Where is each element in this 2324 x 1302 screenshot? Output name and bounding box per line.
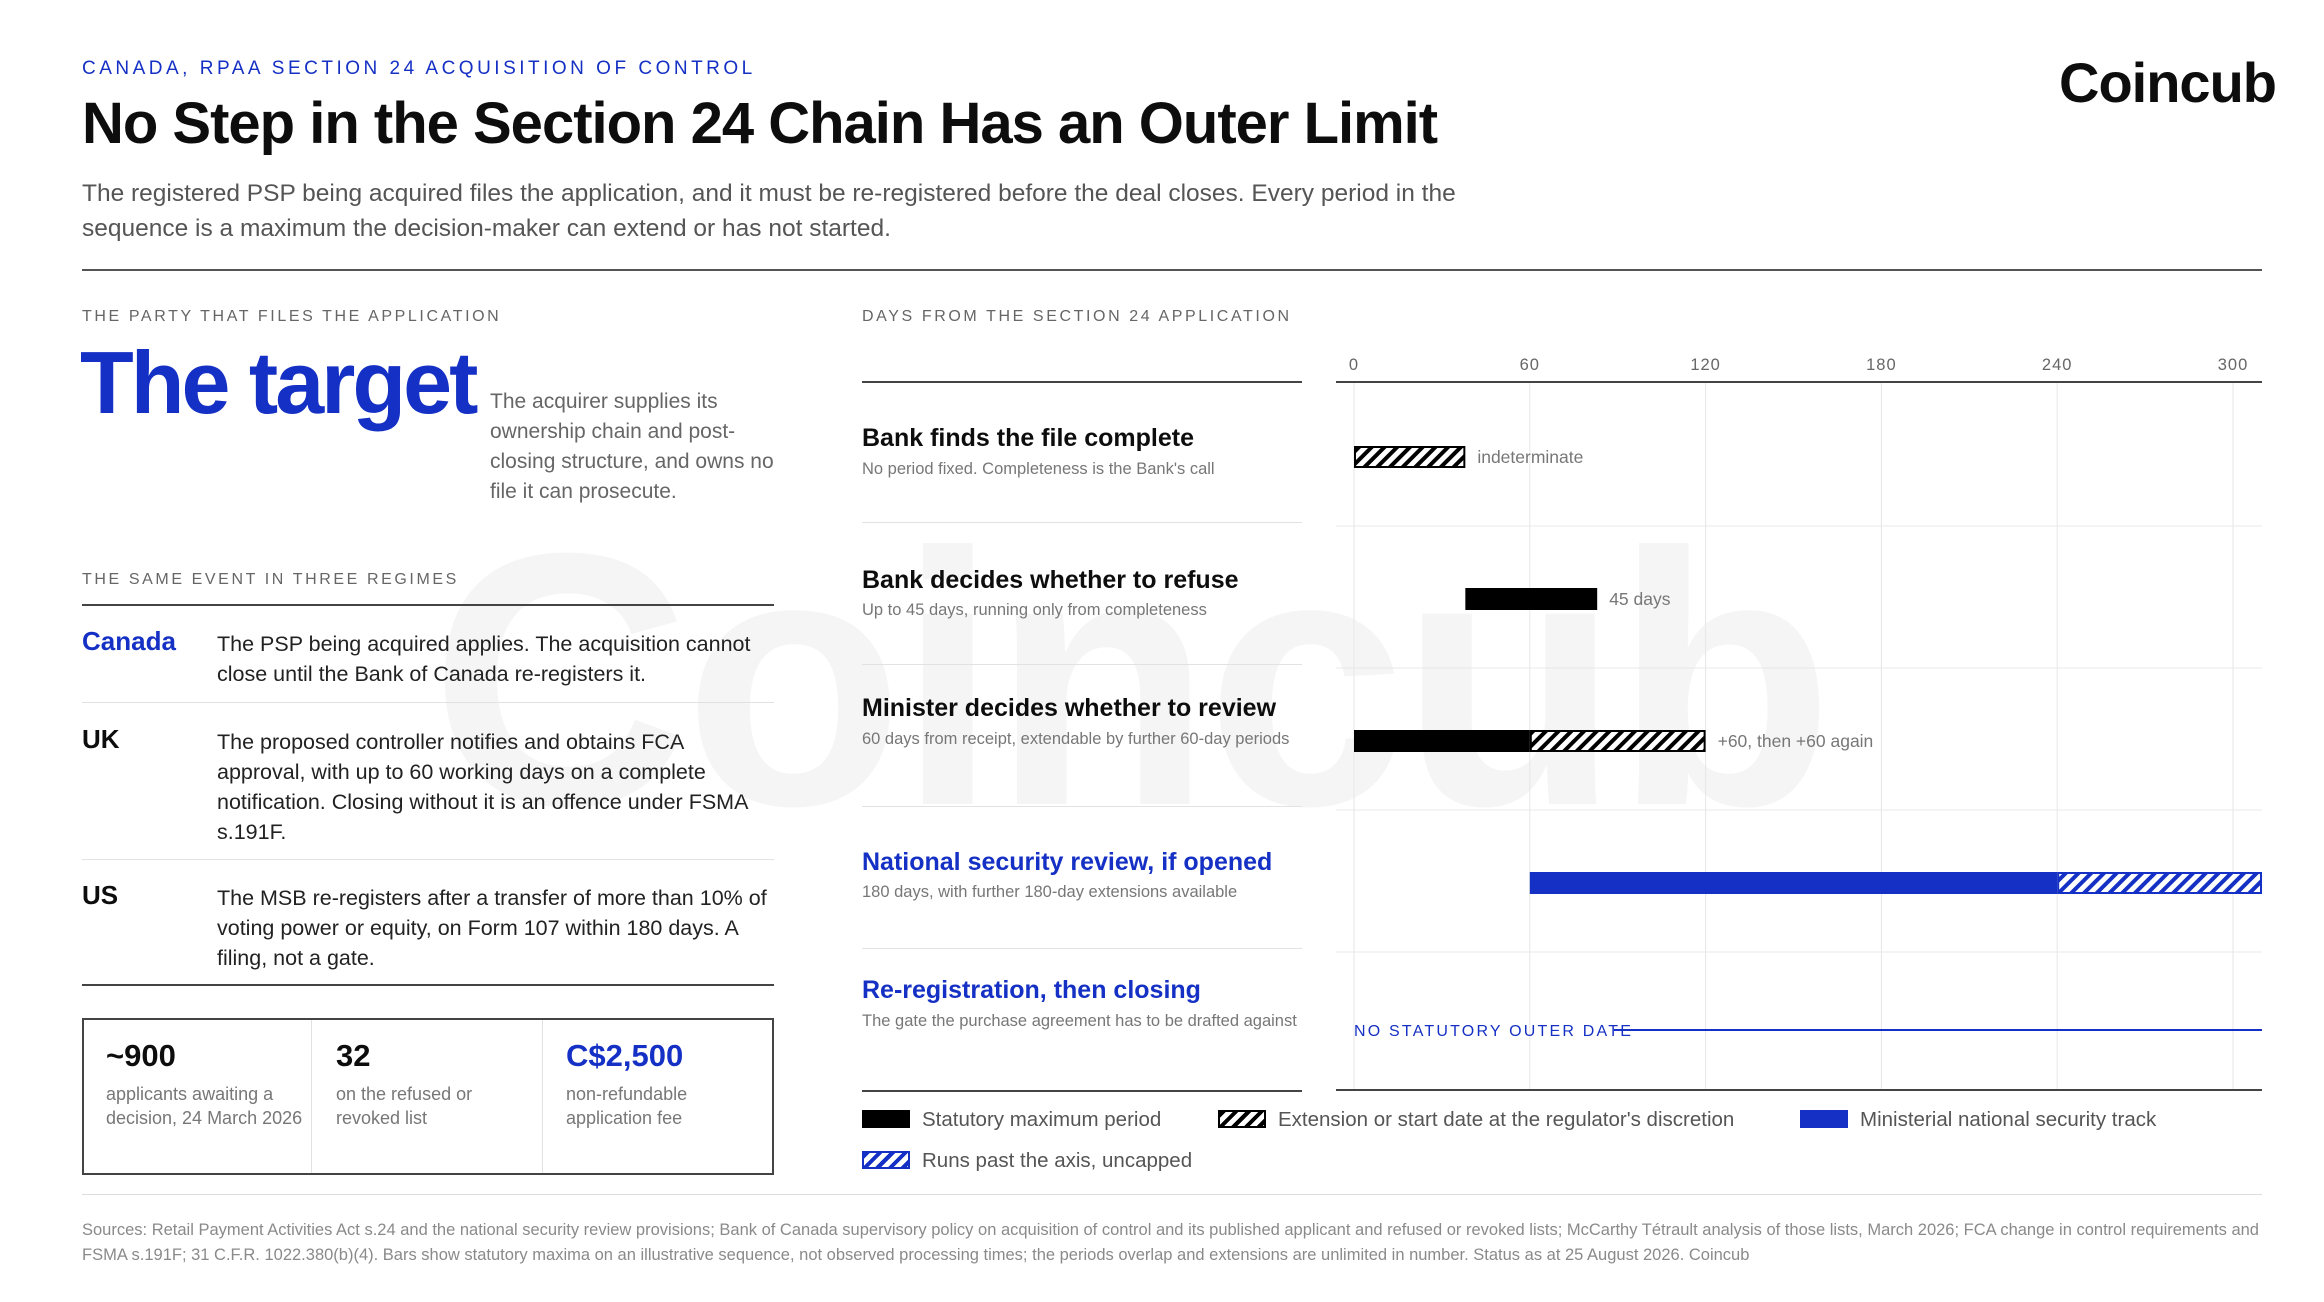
chart-label: DAYS FROM THE SECTION 24 APPLICATION	[862, 308, 1292, 325]
stat-value-refused: 32	[336, 1038, 371, 1073]
gantt-chart: 0 60 120 180 240 300 indeterminate 45 days +60, …	[1336, 356, 2263, 1091]
header-divider	[82, 269, 2262, 271]
step-divider	[862, 664, 1302, 665]
stat-value-fee: C$2,500	[566, 1038, 684, 1073]
step-title: Bank finds the file complete	[862, 424, 1195, 452]
step-divider	[862, 948, 1302, 949]
bar-segment	[1529, 872, 2058, 894]
x-tick-label: 60	[1520, 356, 1540, 374]
sources-note: Sources: Retail Payment Activities Act s…	[82, 1221, 2259, 1264]
steps-top-rule	[862, 381, 1302, 383]
stat-label-refused: on the refused or revoked list	[336, 1084, 473, 1128]
stat-label-applicants: applicants awaiting a decision, 24 March…	[106, 1084, 303, 1128]
step-divider	[862, 806, 1302, 807]
stat-divider	[311, 1020, 312, 1173]
regimes-top-rule	[82, 604, 774, 606]
stat-divider	[542, 1020, 543, 1173]
legend-swatch-blue	[1800, 1110, 1848, 1129]
bar-annotation: NO STATUTORY OUTER DATE	[1354, 1023, 1633, 1040]
legend-label: Statutory maximum period	[922, 1108, 1162, 1131]
x-tick-label: 180	[1866, 356, 1897, 374]
stats-box	[82, 1018, 774, 1175]
watermark: Coincub	[430, 479, 1834, 881]
legend-swatch-black	[862, 1110, 910, 1129]
bar-segment	[1354, 446, 1466, 468]
regime-text-uk: The proposed controller notifies and obt…	[217, 730, 748, 844]
legend-label: Extension or start date at the regulator…	[1278, 1108, 1735, 1131]
regimes-bottom-rule	[82, 984, 774, 986]
legend-swatch-bluehatch	[862, 1151, 910, 1170]
legend-item-uncapped: Runs past the axis, uncapped	[862, 1149, 1192, 1173]
step-title: Re-registration, then closing	[862, 976, 1201, 1004]
step-title: Bank decides whether to refuse	[862, 566, 1239, 594]
regime-name-canada: Canada	[82, 626, 176, 656]
step-title: Minister decides whether to review	[862, 694, 1277, 722]
step-desc: Up to 45 days, running only from complet…	[862, 601, 1207, 619]
legend-label: Runs past the axis, uncapped	[922, 1149, 1193, 1172]
page-title: No Step in the Section 24 Chain Has an O…	[82, 91, 1438, 156]
x-tick-label: 0	[1349, 356, 1359, 374]
legend-label: Ministerial national security track	[1860, 1108, 2157, 1131]
step-desc: 60 days from receipt, extendable by furt…	[862, 730, 1290, 748]
bar-annotation: indeterminate	[1477, 447, 1583, 467]
regime-text-canada: The PSP being acquired applies. The acqu…	[217, 632, 751, 686]
regime-divider	[82, 702, 774, 703]
party-label: THE PARTY THAT FILES THE APPLICATION	[82, 308, 502, 325]
regime-name-uk: UK	[82, 724, 120, 754]
stat-value-applicants: ~900	[106, 1038, 176, 1073]
stat-label-fee: non-refundable application fee	[566, 1084, 688, 1128]
target-note: The acquirer supplies its ownership chai…	[490, 390, 774, 503]
legend-item-extension: Extension or start date at the regulator…	[1218, 1108, 1734, 1132]
footer-divider	[82, 1194, 2262, 1195]
regimes-label: THE SAME EVENT IN THREE REGIMES	[82, 571, 459, 588]
step-desc: No period fixed. Completeness is the Ban…	[862, 460, 1215, 478]
bar-segment	[1465, 588, 1598, 610]
kicker: CANADA, RPAA SECTION 24 ACQUISITION OF C…	[82, 58, 756, 79]
legend-item-statutory: Statutory maximum period	[862, 1108, 1161, 1132]
bar-segment	[2057, 872, 2263, 894]
x-tick-label: 300	[2218, 356, 2249, 374]
step-divider	[862, 522, 1302, 523]
bar-segment	[1354, 730, 1530, 752]
target-headline: The target	[80, 333, 478, 432]
legend-swatch-hatch	[1218, 1110, 1266, 1129]
step-title: National security review, if opened	[862, 848, 1273, 876]
regime-name-us: US	[82, 880, 119, 910]
step-desc: 180 days, with further 180-day extension…	[862, 883, 1238, 901]
x-tick-label: 240	[2042, 356, 2073, 374]
bar-annotation: 45 days	[1609, 589, 1671, 609]
step-desc: The gate the purchase agreement has to b…	[862, 1012, 1297, 1030]
regime-divider	[82, 859, 774, 860]
brand-logo: Coincub	[2059, 51, 2277, 114]
x-tick-label: 120	[1690, 356, 1721, 374]
bar-annotation: +60, then +60 again	[1718, 731, 1874, 751]
regime-text-us: The MSB re-registers after a transfer of…	[217, 886, 767, 970]
page-subtitle: The registered PSP being acquired files …	[82, 180, 1456, 242]
legend-item-ministerial: Ministerial national security track	[1800, 1108, 2156, 1132]
steps-bottom-rule	[862, 1090, 1302, 1092]
bar-segment	[1529, 730, 1706, 752]
